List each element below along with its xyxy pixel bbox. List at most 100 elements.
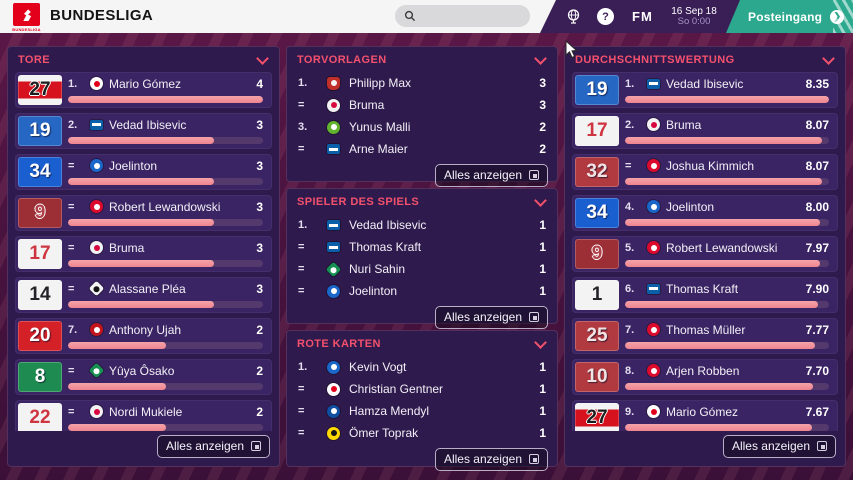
club-badge-icon bbox=[647, 159, 660, 172]
club-badge-icon bbox=[90, 77, 103, 90]
stat-value: 3 bbox=[256, 281, 263, 296]
table-row[interactable]: 9 = Robert Lewandowski 3 bbox=[15, 195, 272, 231]
stat-bar bbox=[68, 137, 263, 144]
table-row[interactable]: 27 1. Mario Gómez 4 bbox=[15, 72, 272, 108]
table-row[interactable]: 10 8. Arjen Robben 7.70 bbox=[572, 359, 838, 395]
club-badge-icon bbox=[90, 119, 103, 130]
bundesliga-logo-icon[interactable] bbox=[13, 3, 40, 26]
table-row[interactable]: 17 = Bruma 3 bbox=[15, 236, 272, 272]
rank-label: 8. bbox=[625, 364, 635, 377]
player-name: Ömer Toprak bbox=[349, 426, 419, 440]
show-all-label: Alles anzeigen bbox=[731, 439, 810, 453]
panel-goals-header[interactable]: TORE bbox=[8, 47, 279, 70]
stat-bar bbox=[68, 424, 263, 431]
show-all-button[interactable]: Alles anzeigen bbox=[434, 164, 548, 187]
rank-label: 5. bbox=[625, 241, 635, 254]
list-item[interactable]: = Bruma 3 bbox=[298, 94, 546, 116]
stat-bar bbox=[68, 342, 263, 349]
rank-label: = bbox=[68, 159, 75, 172]
panel-potm-header[interactable]: SPIELER DES SPIELS bbox=[287, 189, 557, 212]
show-all-button[interactable]: Alles anzeigen bbox=[434, 448, 548, 471]
table-row[interactable]: 27 9. Mario Gómez 7.67 bbox=[572, 400, 838, 431]
stat-bar-fill bbox=[625, 301, 818, 308]
list-item[interactable]: = Joelinton 1 bbox=[298, 280, 546, 302]
player-name: Vedad Ibisevic bbox=[109, 117, 187, 132]
search-box[interactable] bbox=[395, 5, 530, 27]
table-row[interactable]: 17 2. Bruma 8.07 bbox=[572, 113, 838, 149]
search-input[interactable] bbox=[416, 9, 520, 23]
panel-player-of-match: SPIELER DES SPIELS 1. Vedad Ibisevic 1 =… bbox=[286, 188, 558, 329]
club-badge-icon bbox=[647, 200, 660, 213]
table-row[interactable]: 19 1. Vedad Ibisevic 8.35 bbox=[572, 72, 838, 108]
chevron-down-icon[interactable] bbox=[534, 51, 547, 65]
list-item[interactable]: = Ömer Toprak 1 bbox=[298, 422, 546, 444]
chevron-down-icon[interactable] bbox=[534, 335, 547, 349]
show-all-button[interactable]: Alles anzeigen bbox=[434, 306, 548, 329]
shirt-number-badge: 27 bbox=[18, 75, 62, 105]
table-row[interactable]: 20 7. Anthony Ujah 2 bbox=[15, 318, 272, 354]
table-row[interactable]: 1 6. Thomas Kraft 7.90 bbox=[572, 277, 838, 313]
show-all-button[interactable]: Alles anzeigen bbox=[722, 435, 836, 458]
show-all-button[interactable]: Alles anzeigen bbox=[156, 435, 270, 458]
table-row[interactable]: 14 = Alassane Pléa 3 bbox=[15, 277, 272, 313]
stat-bar bbox=[68, 219, 263, 226]
shirt-number-badge: 9 bbox=[18, 198, 62, 228]
stat-bar bbox=[625, 301, 829, 308]
club-badge-icon bbox=[88, 280, 105, 297]
player-name: Anthony Ujah bbox=[109, 322, 182, 337]
fm-logo[interactable]: FM bbox=[632, 9, 653, 24]
table-row[interactable]: 8 = Yûya Ôsako 2 bbox=[15, 359, 272, 395]
chevron-down-icon[interactable] bbox=[534, 193, 547, 207]
club-badge-icon bbox=[647, 118, 660, 131]
show-all-label: Alles anzeigen bbox=[165, 439, 244, 453]
list-item[interactable]: = Christian Gentner 1 bbox=[298, 378, 546, 400]
table-row[interactable]: 22 = Nordi Mukiele 2 bbox=[15, 400, 272, 431]
stat-bar-fill bbox=[625, 342, 815, 349]
list-item[interactable]: = Hamza Mendyl 1 bbox=[298, 400, 546, 422]
shirt-number-badge: 9 bbox=[575, 239, 619, 269]
club-badge-icon bbox=[327, 360, 340, 374]
player-name: Mario Gómez bbox=[109, 76, 182, 91]
list-item[interactable]: = Arne Maier 2 bbox=[298, 138, 546, 160]
panel-reds-header[interactable]: ROTE KARTEN bbox=[287, 331, 557, 354]
stat-value: 8.00 bbox=[805, 199, 829, 214]
stat-value: 2 bbox=[539, 142, 546, 156]
club-badge-icon bbox=[647, 78, 660, 89]
panel-title: SPIELER DES SPIELS bbox=[297, 196, 420, 208]
player-name: Bruma bbox=[349, 98, 385, 112]
club-badge-icon bbox=[327, 76, 340, 90]
list-item[interactable]: 1. Philipp Max 3 bbox=[298, 72, 546, 94]
table-row[interactable]: 25 7. Thomas Müller 7.77 bbox=[572, 318, 838, 354]
table-row[interactable]: 9 5. Robert Lewandowski 7.97 bbox=[572, 236, 838, 272]
club-badge-icon bbox=[90, 159, 103, 172]
inbox-button-label: Posteingang bbox=[748, 9, 823, 24]
list-item[interactable]: 1. Vedad Ibisevic 1 bbox=[298, 214, 546, 236]
list-item[interactable]: = Thomas Kraft 1 bbox=[298, 236, 546, 258]
list-item[interactable]: = Nuri Sahin 1 bbox=[298, 258, 546, 280]
list-item[interactable]: 3. Yunus Malli 2 bbox=[298, 116, 546, 138]
rank-label: = bbox=[298, 263, 305, 275]
table-row[interactable]: 19 2. Vedad Ibisevic 3 bbox=[15, 113, 272, 149]
rank-label: = bbox=[68, 200, 75, 213]
shirt-number-badge: 14 bbox=[18, 280, 62, 310]
club-badge-icon bbox=[327, 242, 340, 252]
table-row[interactable]: 32 = Joshua Kimmich 8.07 bbox=[572, 154, 838, 190]
help-icon[interactable]: ? bbox=[597, 8, 614, 25]
chevron-down-icon[interactable] bbox=[256, 51, 269, 65]
shirt-number-badge: 27 bbox=[575, 403, 619, 431]
stat-bar-fill bbox=[68, 219, 215, 226]
inbox-button[interactable]: Posteingang ❯ bbox=[726, 0, 853, 33]
table-row[interactable]: 34 = Joelinton 3 bbox=[15, 154, 272, 190]
game-datetime: 16 Sep 18 So 0:00 bbox=[662, 6, 726, 27]
stat-value: 8.07 bbox=[805, 117, 829, 132]
panel-rating-header[interactable]: DURCHSCHNITTSWERTUNG bbox=[565, 47, 845, 70]
goals-list: 27 1. Mario Gómez 4 19 2. Vedad Ibisevic… bbox=[8, 70, 279, 431]
table-row[interactable]: 34 4. Joelinton 8.00 bbox=[572, 195, 838, 231]
chevron-down-icon[interactable] bbox=[822, 51, 835, 65]
stat-bar-fill bbox=[625, 219, 821, 226]
list-item[interactable]: 1. Kevin Vogt 1 bbox=[298, 356, 546, 378]
globe-icon[interactable] bbox=[564, 7, 583, 26]
rank-label: = bbox=[625, 159, 632, 172]
stat-bar-fill bbox=[68, 96, 263, 103]
panel-assists-header[interactable]: TORVORLAGEN bbox=[287, 47, 557, 70]
